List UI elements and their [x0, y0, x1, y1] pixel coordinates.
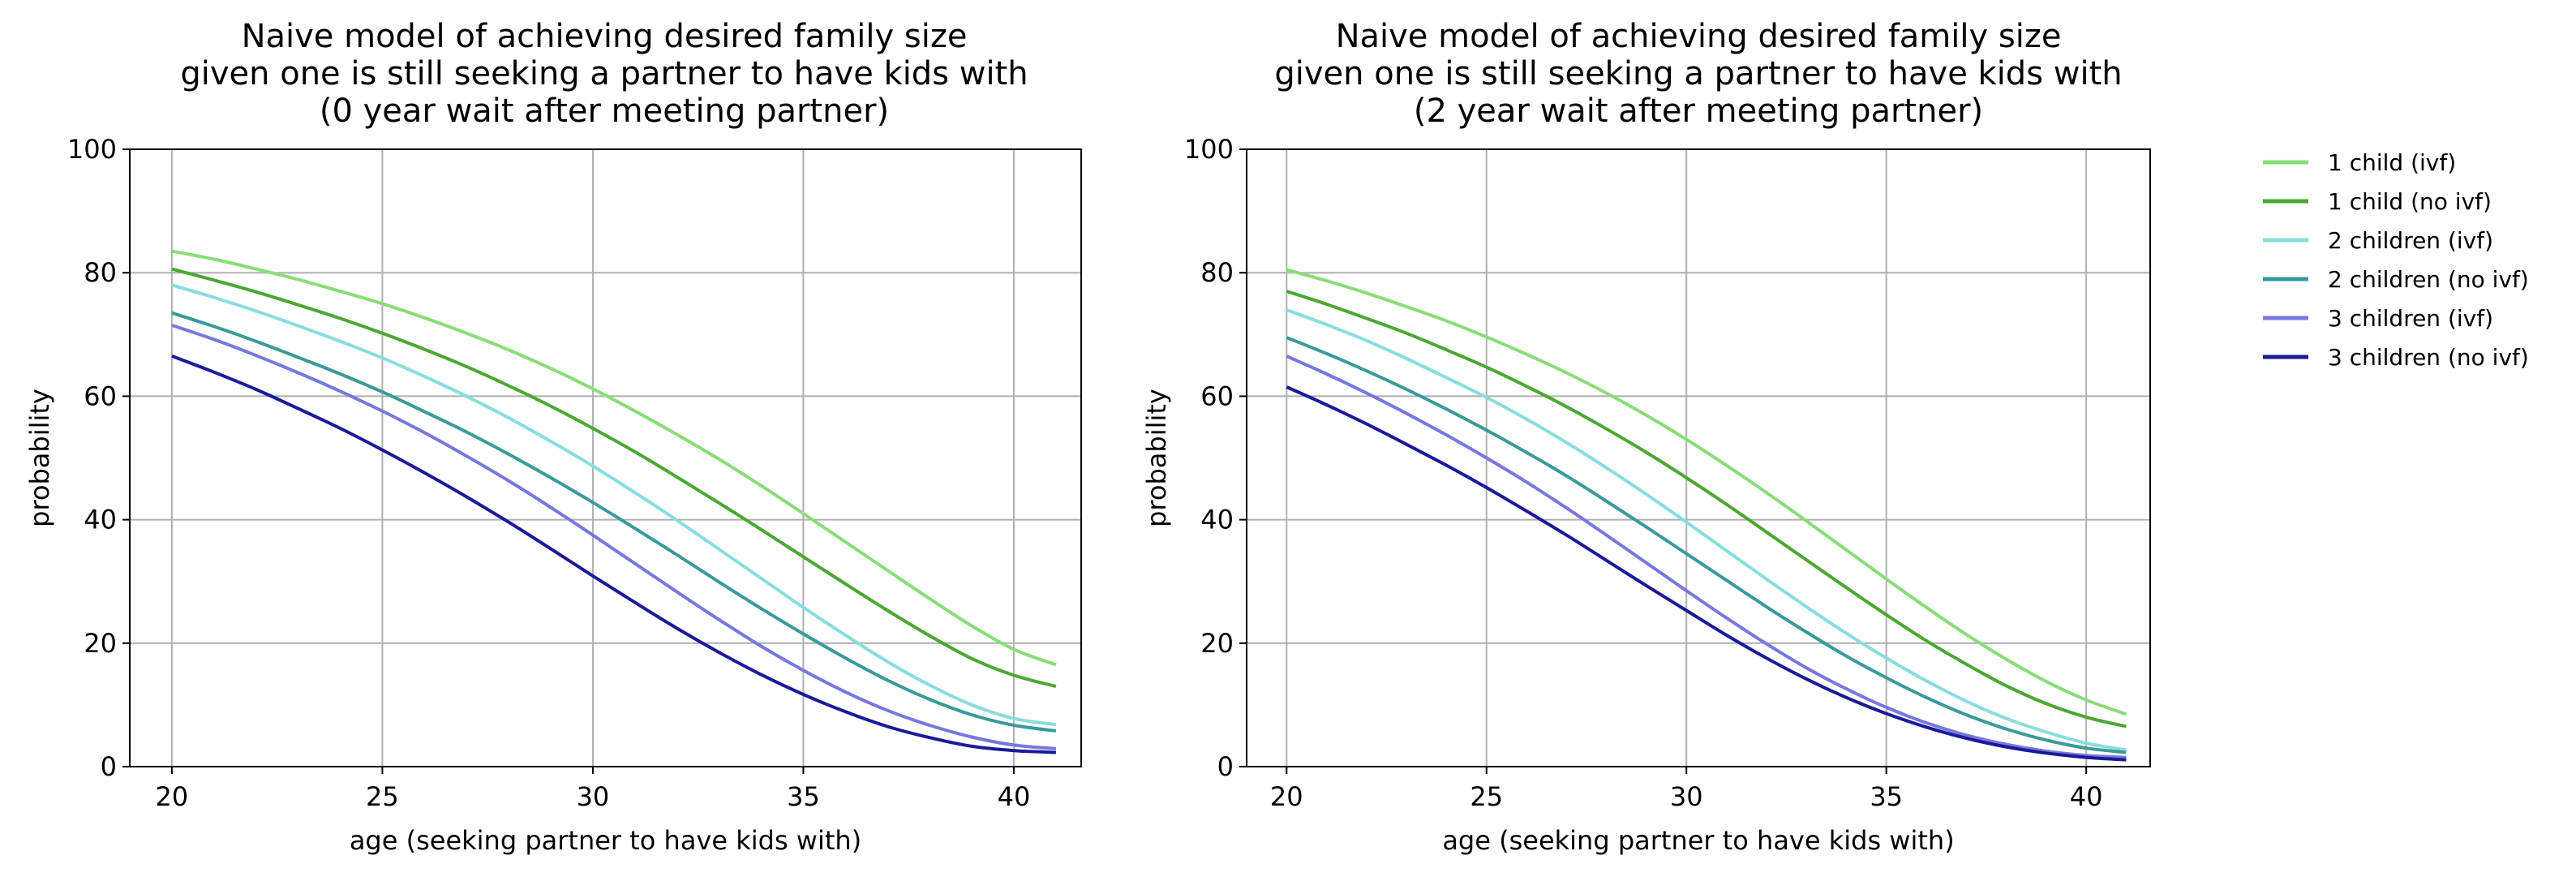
chart-title-line: (0 year wait after meeting partner) — [320, 92, 889, 130]
x-tick-label: 25 — [1470, 781, 1503, 812]
series-line — [1286, 308, 2127, 752]
y-tick-label: 0 — [1217, 751, 1234, 782]
chart-panel-right: Naive model of achieving desired family … — [1141, 18, 2151, 856]
x-tick-label: 25 — [366, 781, 399, 812]
series-line — [171, 249, 1057, 667]
x-tick-label: 20 — [156, 781, 189, 812]
series-line — [171, 283, 1057, 727]
series-line — [1286, 290, 2127, 729]
chart-panel-left: Naive model of achieving desired family … — [24, 18, 1082, 856]
y-axis-label: probability — [1141, 389, 1172, 527]
legend-label: 3 children (no ivf) — [2328, 344, 2529, 371]
x-tick-label: 30 — [577, 781, 610, 812]
y-tick-label: 0 — [101, 751, 117, 782]
series-line — [1286, 355, 2127, 759]
series-line — [1286, 336, 2127, 754]
y-tick-label: 80 — [84, 257, 117, 288]
y-tick-label: 100 — [1184, 134, 1234, 165]
grid-lines — [1247, 148, 2150, 767]
y-tick-label: 80 — [1200, 257, 1234, 288]
chart-title-line: (2 year wait after meeting partner) — [1414, 92, 1983, 130]
y-axis-label: probability — [24, 389, 55, 527]
y-tick-label: 40 — [1200, 505, 1234, 535]
legend-label: 1 child (ivf) — [2328, 149, 2456, 176]
y-tick-label: 60 — [1200, 380, 1234, 411]
series-lines — [1286, 268, 2127, 762]
x-axis-label: age (seeking partner to have kids with) — [1442, 825, 1954, 856]
x-tick-label: 35 — [1870, 781, 1903, 812]
y-tick-label: 20 — [84, 628, 117, 659]
plot-frame — [129, 148, 1082, 767]
x-axis-label: age (seeking partner to have kids with) — [350, 825, 861, 856]
chart-title-line: Naive model of achieving desired family … — [1336, 18, 2062, 55]
x-tick-label: 35 — [787, 781, 820, 812]
series-line — [171, 355, 1056, 754]
chart-title-line: given one is still seeking a partner to … — [180, 55, 1028, 92]
x-tick-label: 40 — [998, 781, 1031, 812]
y-tick-label: 20 — [1200, 628, 1234, 659]
series-line — [171, 324, 1057, 750]
plot-frame — [1246, 148, 2151, 767]
y-tick-label: 100 — [67, 134, 117, 165]
legend-label: 1 child (no ivf) — [2328, 188, 2492, 215]
x-tick-label: 30 — [1670, 781, 1703, 812]
tick-labels: 20 25 30 35 40 0 20 40 60 80 100 — [67, 134, 1030, 812]
chart-title-line: Naive model of achieving desired family … — [242, 18, 968, 55]
x-tick-label: 40 — [2070, 781, 2103, 812]
legend: 1 child (ivf) 1 child (no ivf) 2 children … — [2263, 149, 2529, 371]
legend-label: 3 children (ivf) — [2328, 305, 2493, 332]
grid-lines — [130, 148, 1081, 767]
series-line — [1286, 268, 2127, 716]
y-tick-label: 40 — [84, 505, 117, 535]
series-lines — [171, 249, 1057, 754]
y-tick-label: 60 — [84, 380, 117, 411]
tick-labels: 20 25 30 35 40 0 20 40 60 80 100 — [1184, 134, 2103, 812]
series-line — [1286, 385, 2127, 762]
series-line — [171, 311, 1057, 733]
chart-title-line: given one is still seeking a partner to … — [1274, 55, 2122, 92]
x-tick-label: 20 — [1270, 781, 1303, 812]
legend-label: 2 children (ivf) — [2328, 227, 2493, 254]
series-line — [171, 267, 1057, 689]
legend-label: 2 children (no ivf) — [2328, 266, 2529, 293]
